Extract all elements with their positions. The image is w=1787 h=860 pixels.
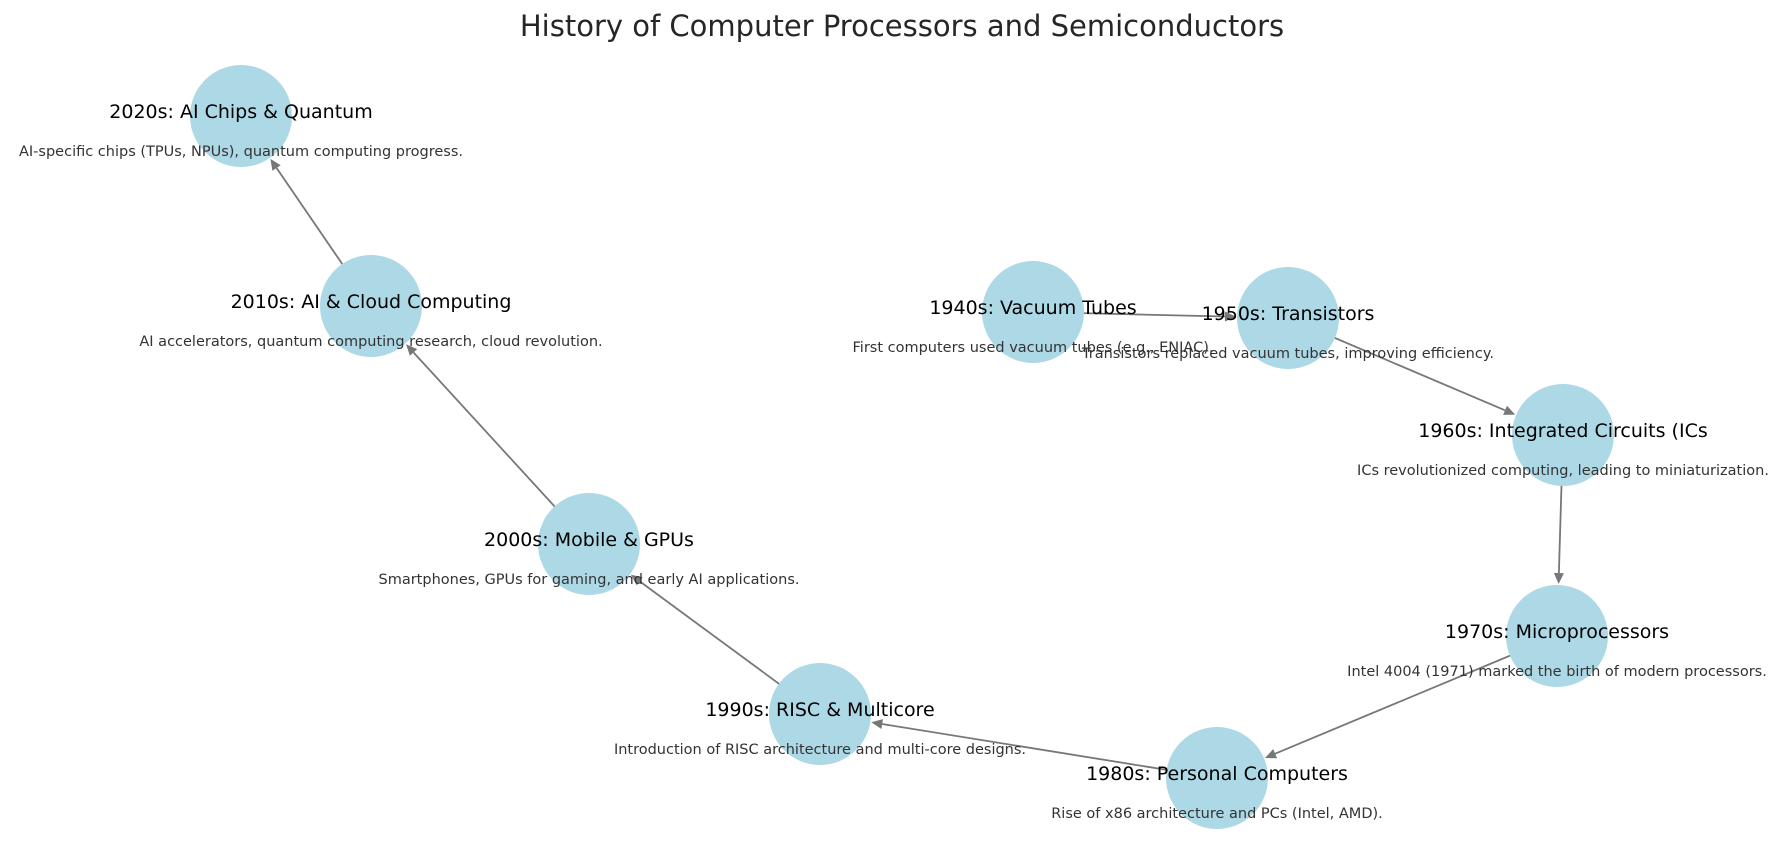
arrowhead-2010s-to-2020s xyxy=(270,158,281,171)
edge-1980s-to-1990s xyxy=(882,723,1218,779)
node-label-2000s: 2000s: Mobile & GPUs xyxy=(484,529,694,551)
arrowhead-1950s-to-1960s xyxy=(1503,405,1516,415)
node-label-2020s: 2020s: AI Chips & Quantum xyxy=(109,101,372,123)
node-circle-1990s xyxy=(769,663,871,765)
node-label-1980s: 1980s: Personal Computers xyxy=(1086,763,1348,785)
node-description-1990s: Introduction of RISC architecture and mu… xyxy=(614,742,1026,758)
node-circle-2000s xyxy=(538,493,640,595)
arrowhead-1990s-to-2000s xyxy=(630,574,643,586)
node-label-1990s: 1990s: RISC & Multicore xyxy=(705,699,934,721)
node-circle-1940s xyxy=(982,261,1084,363)
labels-layer: 1940s: Vacuum Tubes First computers used … xyxy=(19,101,1769,822)
node-description-2010s: AI accelerators, quantum computing resea… xyxy=(139,334,602,350)
node-label-1960s: 1960s: Integrated Circuits (ICs xyxy=(1418,420,1708,442)
arrowhead-1940s-to-1950s xyxy=(1224,311,1236,322)
node-circle-2020s xyxy=(190,65,292,167)
node-circle-1950s xyxy=(1237,267,1339,369)
nodes-layer xyxy=(190,65,1614,829)
node-description-2000s: Smartphones, GPUs for gaming, and early … xyxy=(379,572,800,588)
arrowhead-1980s-to-1990s xyxy=(871,719,883,729)
node-description-1970s: Intel 4004 (1971) marked the birth of mo… xyxy=(1347,664,1767,680)
arrowhead-2000s-to-2010s xyxy=(406,344,418,356)
node-circle-1960s xyxy=(1512,384,1614,486)
arrowhead-1960s-to-1970s xyxy=(1553,572,1564,584)
node-circle-2010s xyxy=(320,255,422,357)
node-description-1980s: Rise of x86 architecture and PCs (Intel,… xyxy=(1051,806,1383,822)
node-label-2010s: 2010s: AI & Cloud Computing xyxy=(231,291,512,313)
node-description-2020s: AI-specific chips (TPUs, NPUs), quantum … xyxy=(19,144,463,160)
node-description-1940s: First computers used vacuum tubes (e.g.,… xyxy=(853,340,1214,356)
diagram-title: History of Computer Processors and Semic… xyxy=(520,9,1284,43)
node-circle-1970s xyxy=(1506,585,1608,687)
node-description-1960s: ICs revolutionized computing, leading to… xyxy=(1357,463,1769,479)
node-label-1940s: 1940s: Vacuum Tubes xyxy=(929,297,1136,319)
node-label-1950s: 1950s: Transistors xyxy=(1202,303,1375,325)
node-circle-1980s xyxy=(1166,727,1268,829)
node-description-1950s: Transistors replaced vacuum tubes, impro… xyxy=(1081,346,1494,362)
node-label-1970s: 1970s: Microprocessors xyxy=(1445,621,1669,643)
arrowhead-1970s-to-1980s xyxy=(1265,749,1278,759)
